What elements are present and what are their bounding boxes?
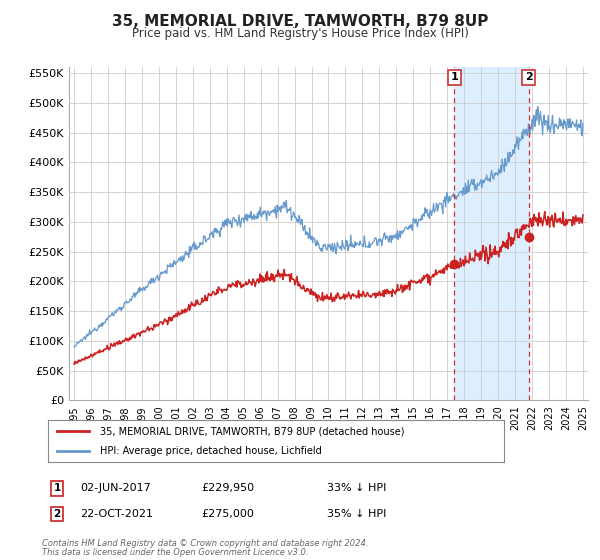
Bar — [454, 67, 529, 400]
Text: £275,000: £275,000 — [201, 509, 254, 519]
Text: Price paid vs. HM Land Registry's House Price Index (HPI): Price paid vs. HM Land Registry's House … — [131, 27, 469, 40]
Text: 35, MEMORIAL DRIVE, TAMWORTH, B79 8UP: 35, MEMORIAL DRIVE, TAMWORTH, B79 8UP — [112, 14, 488, 29]
Text: 1: 1 — [451, 72, 458, 82]
Text: HPI: Average price, detached house, Lichfield: HPI: Average price, detached house, Lich… — [100, 446, 322, 456]
Text: 1: 1 — [53, 483, 61, 493]
Text: £229,950: £229,950 — [201, 483, 254, 493]
Text: 33% ↓ HPI: 33% ↓ HPI — [327, 483, 386, 493]
Text: 22-OCT-2021: 22-OCT-2021 — [80, 509, 153, 519]
Text: Contains HM Land Registry data © Crown copyright and database right 2024.: Contains HM Land Registry data © Crown c… — [42, 539, 368, 548]
Text: 02-JUN-2017: 02-JUN-2017 — [80, 483, 151, 493]
Text: 35% ↓ HPI: 35% ↓ HPI — [327, 509, 386, 519]
Text: 35, MEMORIAL DRIVE, TAMWORTH, B79 8UP (detached house): 35, MEMORIAL DRIVE, TAMWORTH, B79 8UP (d… — [100, 426, 405, 436]
Text: 2: 2 — [525, 72, 533, 82]
Text: This data is licensed under the Open Government Licence v3.0.: This data is licensed under the Open Gov… — [42, 548, 308, 557]
Text: 2: 2 — [53, 509, 61, 519]
